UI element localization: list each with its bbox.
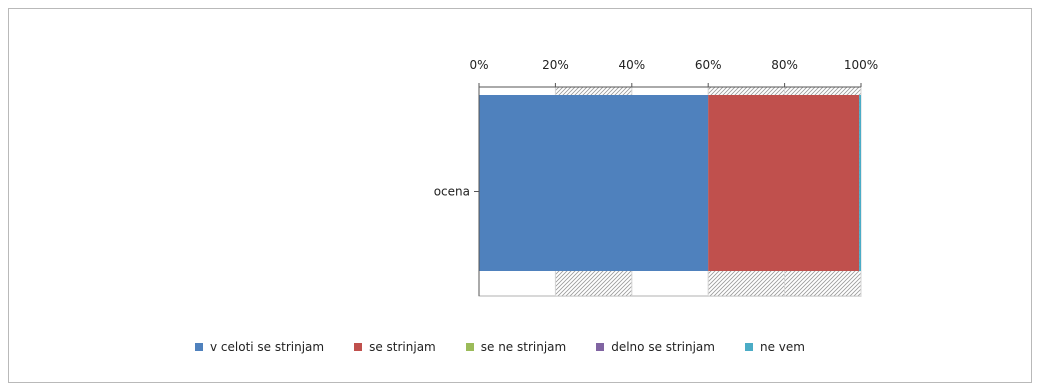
legend-item: v celoti se strinjam bbox=[195, 340, 324, 354]
bar-segment-2 bbox=[708, 95, 860, 271]
legend-item: ne vem bbox=[744, 340, 805, 354]
legend-swatch bbox=[354, 343, 363, 351]
chart-legend: v celoti se strinjam se strinjam se ne str… bbox=[195, 339, 835, 355]
legend-label: delno se strinjam bbox=[611, 340, 715, 354]
legend-swatch bbox=[465, 343, 474, 351]
bar-segment-1 bbox=[479, 95, 709, 271]
x-tick-label: 0% bbox=[469, 58, 488, 72]
legend-label: v celoti se strinjam bbox=[210, 340, 325, 354]
legend-item: delno se strinjam bbox=[596, 340, 715, 354]
x-tick-label: 20% bbox=[542, 58, 569, 72]
legend-item: se ne strinjam bbox=[465, 340, 567, 354]
bar-segment-5 bbox=[859, 95, 861, 271]
category-label: ocena bbox=[434, 185, 470, 199]
legend-label: se ne strinjam bbox=[480, 340, 567, 354]
chart-frame: 0% 20% 40% 60% 80% 100% ocena v celoti se stri… bbox=[8, 8, 1032, 383]
legend-item: se strinjam bbox=[354, 340, 436, 354]
legend-label: se strinjam bbox=[369, 340, 436, 354]
legend-swatch bbox=[596, 343, 605, 351]
legend-swatch bbox=[744, 343, 753, 351]
x-tick-label: 40% bbox=[618, 58, 645, 72]
x-tick-label: 100% bbox=[844, 58, 878, 72]
x-tick-label: 80% bbox=[771, 58, 798, 72]
legend-label: ne vem bbox=[759, 340, 805, 354]
legend-swatch bbox=[195, 343, 203, 351]
chart-plot: 0% 20% 40% 60% 80% 100% ocena bbox=[434, 58, 878, 297]
x-tick-label: 60% bbox=[695, 58, 722, 72]
